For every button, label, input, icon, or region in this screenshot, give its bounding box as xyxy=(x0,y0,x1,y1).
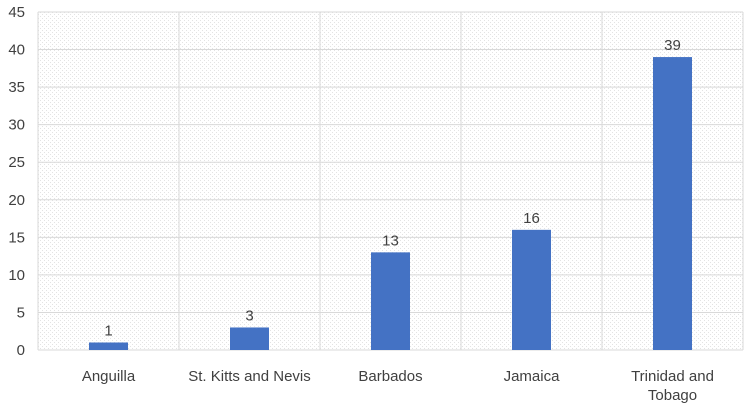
data-label: 39 xyxy=(664,37,681,54)
bars xyxy=(89,57,692,351)
data-label: 3 xyxy=(245,307,253,324)
y-tick-label: 10 xyxy=(8,267,25,284)
y-tick-label: 5 xyxy=(17,304,25,321)
y-tick-label: 45 xyxy=(8,4,25,21)
x-tick-label: Trinidad and Tobago xyxy=(631,368,714,404)
x-tick-label-line: St. Kitts and Nevis xyxy=(188,368,311,385)
x-tick-label-line: Jamaica xyxy=(504,368,561,385)
bar xyxy=(512,229,551,350)
x-tick-label: St. Kitts and Nevis xyxy=(188,368,311,385)
y-tick-label: 15 xyxy=(8,229,25,246)
y-tick-label: 35 xyxy=(8,79,25,96)
y-tick-label: 40 xyxy=(8,42,25,59)
x-tick-label-line: Barbados xyxy=(358,368,422,385)
data-label: 16 xyxy=(523,210,540,227)
x-tick-label-line: Tobago xyxy=(648,387,697,404)
y-tick-label: 25 xyxy=(8,154,25,171)
x-tick-label: Anguilla xyxy=(82,368,136,385)
x-tick-label: Barbados xyxy=(358,368,422,385)
x-tick-label: Jamaica xyxy=(504,368,561,385)
bar xyxy=(230,327,269,350)
data-label: 1 xyxy=(104,322,112,339)
y-tick-label: 0 xyxy=(17,342,25,359)
x-tick-label-line: Trinidad and xyxy=(631,368,714,385)
y-axis: 0 5 10 15 20 25 30 35 40 45 xyxy=(8,4,25,359)
bar xyxy=(653,57,692,351)
x-axis: Anguilla St. Kitts and Nevis Barbados Jamai… xyxy=(82,368,714,404)
data-label: 13 xyxy=(382,232,399,249)
y-tick-label: 30 xyxy=(8,117,25,134)
bar xyxy=(89,342,128,350)
bar xyxy=(371,252,410,350)
x-tick-label-line: Anguilla xyxy=(82,368,136,385)
y-tick-label: 20 xyxy=(8,192,25,209)
